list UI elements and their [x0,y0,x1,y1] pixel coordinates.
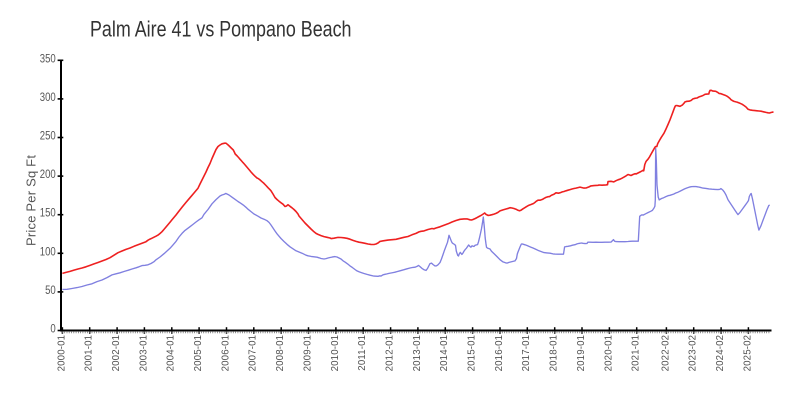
svg-text:2001-01: 2001-01 [84,335,95,372]
svg-text:2016-01: 2016-01 [494,335,505,372]
svg-text:2003-01: 2003-01 [138,335,149,372]
svg-text:200: 200 [40,168,56,181]
svg-text:2009-01: 2009-01 [302,335,313,372]
svg-text:2002-01: 2002-01 [111,335,122,372]
svg-text:0: 0 [50,323,55,336]
svg-text:Palm Aire 41 vs Pompano Beach: Palm Aire 41 vs Pompano Beach [90,17,352,42]
svg-text:2012-01: 2012-01 [385,335,396,372]
svg-text:2007-01: 2007-01 [248,335,259,372]
svg-text:2014-01: 2014-01 [439,335,450,372]
svg-text:2019-01: 2019-01 [576,335,587,372]
svg-text:2023-02: 2023-02 [688,335,699,372]
svg-text:2022-02: 2022-02 [660,335,671,372]
svg-text:2010-01: 2010-01 [330,335,341,372]
svg-text:350: 350 [40,52,56,65]
svg-text:2011-01: 2011-01 [357,335,368,371]
svg-text:2006-01: 2006-01 [220,335,231,372]
svg-text:2015-01: 2015-01 [467,335,478,372]
svg-text:50: 50 [45,284,56,297]
svg-text:2013-01: 2013-01 [412,335,423,372]
svg-text:250: 250 [40,130,56,143]
svg-text:2004-01: 2004-01 [166,335,177,372]
svg-text:2024-02: 2024-02 [715,335,726,372]
svg-text:2005-01: 2005-01 [193,335,204,372]
svg-text:Price Per Sq Ft: Price Per Sq Ft [24,155,39,246]
svg-text:2018-01: 2018-01 [549,335,560,372]
svg-text:2000-01: 2000-01 [56,335,67,372]
svg-text:2020-01: 2020-01 [603,335,614,372]
svg-text:100: 100 [40,245,56,258]
svg-text:2025-02: 2025-02 [742,335,753,372]
svg-text:2021-01: 2021-01 [631,335,642,372]
svg-text:2008-01: 2008-01 [275,335,286,372]
svg-text:300: 300 [40,91,56,104]
svg-text:150: 150 [40,207,56,220]
svg-text:2017-01: 2017-01 [521,335,532,372]
